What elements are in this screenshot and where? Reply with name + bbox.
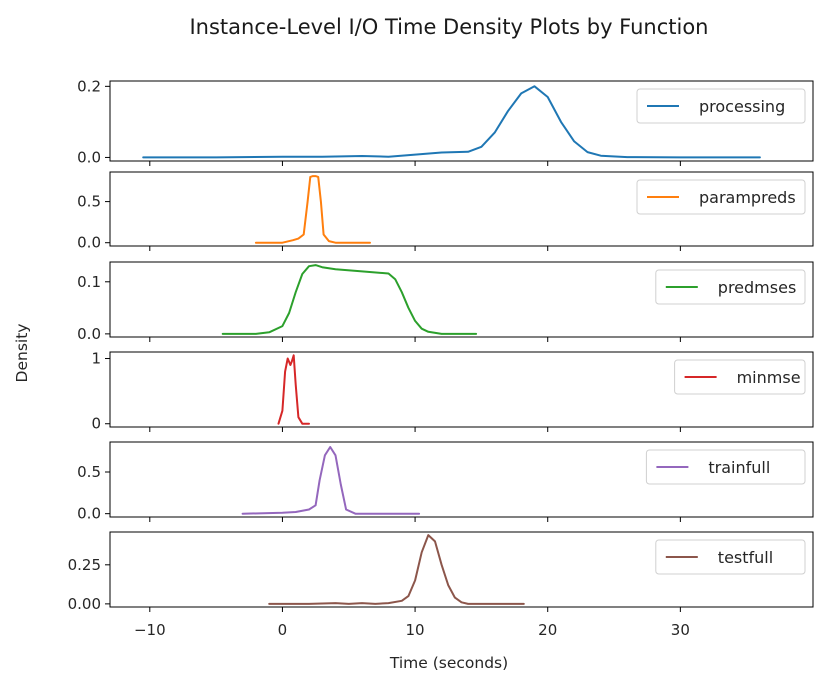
panel-frame — [109, 171, 814, 247]
series-line-minmse — [277, 354, 310, 425]
panel-minmse: 0 1 minmse — [91, 350, 814, 433]
x-tick-label: −10 — [134, 621, 166, 639]
legend-box — [655, 269, 806, 305]
x-tick-label: 30 — [671, 621, 690, 639]
y-tick-label: 0 — [91, 415, 101, 433]
panel-parampreds: 0.0 0.5 parampreds — [77, 171, 814, 252]
legend-label: minmse — [737, 368, 801, 387]
subplot-panels: 0.0 0.2 processing 0.0 0.5 parampreds 0.0 0.1 pr… — [68, 77, 814, 613]
series-line-trainfull — [241, 446, 421, 515]
y-tick-label: 0.0 — [77, 325, 101, 343]
y-tick-label: 0.5 — [77, 193, 101, 211]
legend-processing: processing — [636, 88, 806, 124]
y-tick-label: 1 — [91, 350, 101, 368]
legend-box — [655, 539, 806, 575]
legend-label: parampreds — [699, 188, 796, 207]
legend-box — [636, 179, 806, 215]
series-line-testfull — [268, 534, 525, 605]
y-tick-label: 0.1 — [77, 273, 101, 291]
legend-minmse: minmse — [674, 359, 806, 395]
y-tick-label: 0.00 — [68, 595, 101, 613]
legend-testfull: testfull — [655, 539, 806, 575]
x-tick-label: 10 — [406, 621, 425, 639]
panel-frame — [109, 351, 814, 428]
x-axis-label: Time (seconds) — [389, 654, 508, 672]
panel-frame — [109, 80, 814, 162]
x-tick-label: 0 — [278, 621, 288, 639]
y-tick-label: 0.0 — [77, 234, 101, 252]
legend-predmses: predmses — [655, 269, 806, 305]
chart-title: Instance-Level I/O Time Density Plots by… — [189, 15, 708, 39]
legend-label: predmses — [718, 278, 796, 297]
legend-label: processing — [699, 97, 785, 116]
panel-frame — [109, 441, 814, 518]
legend-box — [645, 449, 806, 485]
y-tick-label: 0.25 — [68, 556, 101, 574]
panel-trainfull: 0.0 0.5 trainfull — [77, 441, 814, 523]
panel-frame — [109, 531, 814, 608]
legend-trainfull: trainfull — [645, 449, 806, 485]
y-axis-label: Density — [13, 324, 31, 383]
panel-frame — [109, 261, 814, 338]
legend-box — [636, 88, 806, 124]
y-tick-label: 0.0 — [77, 148, 101, 166]
x-axis: −10 0 10 20 30 — [134, 621, 690, 639]
series-line-parampreds — [254, 175, 371, 244]
panel-processing: 0.0 0.2 processing — [77, 77, 814, 166]
legend-box — [674, 359, 806, 395]
x-tick-label: 20 — [538, 621, 557, 639]
panel-testfull: 0.00 0.25 testfull — [68, 531, 814, 613]
y-tick-label: 0.0 — [77, 505, 101, 523]
y-tick-label: 0.2 — [77, 77, 101, 95]
series-line-predmses — [221, 264, 478, 335]
legend-label: testfull — [718, 548, 773, 567]
legend-parampreds: parampreds — [636, 179, 806, 215]
y-tick-label: 0.5 — [77, 463, 101, 481]
series-line-processing — [142, 85, 761, 159]
panel-predmses: 0.0 0.1 predmses — [77, 261, 814, 343]
legend-label: trainfull — [708, 458, 770, 477]
